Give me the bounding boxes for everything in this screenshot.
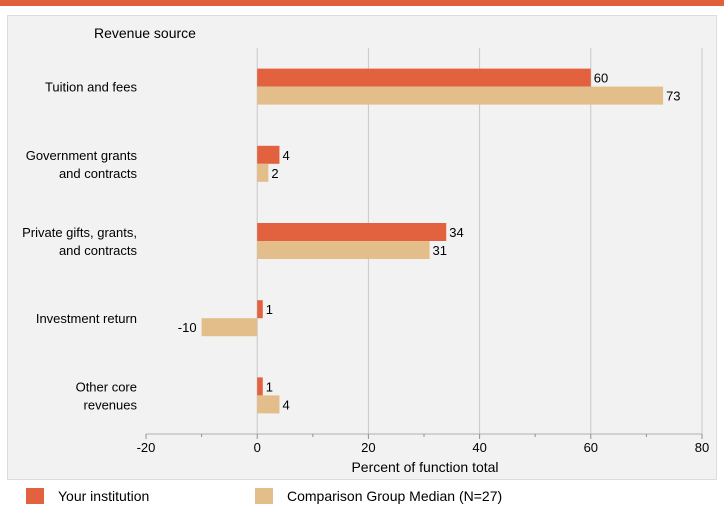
bar-value-label: 1 (266, 379, 273, 394)
bar-value-label: 34 (449, 225, 463, 240)
chart-legend: Your institution Comparison Group Median… (0, 484, 724, 510)
x-tick-label: 80 (695, 440, 709, 455)
category-label: Government grants (26, 148, 138, 163)
legend-item-your-institution: Your institution (26, 488, 149, 504)
bar-your-institution (257, 377, 263, 396)
bar-value-label: 4 (282, 148, 289, 163)
bar-your-institution (257, 223, 447, 241)
top-accent-rule (0, 0, 724, 6)
bar-your-institution (257, 145, 280, 164)
bar-chart: -20 0 20 40 60 80 Percent of function total Rev… (22, 25, 709, 475)
legend-swatch-comparison-group (255, 488, 273, 504)
category-label: and contracts (59, 166, 138, 181)
category-label: and contracts (59, 243, 138, 258)
x-tick-label: 60 (584, 440, 598, 455)
legend-label-your-institution: Your institution (58, 488, 150, 504)
legend-item-comparison-group: Comparison Group Median (N=27) (255, 488, 502, 504)
bar-value-label: 2 (271, 166, 278, 181)
bar-value-label: 73 (666, 89, 680, 104)
bar-value-label: 1 (266, 302, 273, 317)
bar-comparison-group (257, 86, 664, 105)
legend-swatch-your-institution (26, 488, 44, 504)
category-label: Tuition and fees (45, 80, 138, 95)
bar-value-label: 60 (594, 71, 608, 86)
category-label: Investment return (36, 311, 137, 326)
bar-comparison-group (257, 395, 280, 414)
legend-label-comparison-group: Comparison Group Median (N=27) (287, 488, 503, 504)
category-label: Private gifts, grants, (22, 225, 137, 240)
category-label: revenues (84, 397, 138, 412)
x-tick-label: 40 (472, 440, 486, 455)
bar-comparison-group (257, 163, 269, 182)
category-axis-title: Revenue source (94, 25, 196, 41)
x-axis-title: Percent of function total (351, 459, 498, 475)
x-tick-label: -20 (137, 440, 156, 455)
bar-value-label: 4 (282, 397, 289, 412)
bar-comparison-group (257, 241, 430, 259)
bar-comparison-group (201, 318, 258, 337)
x-tick-label: 0 (254, 440, 261, 455)
category-label: Other core (76, 379, 137, 394)
x-tick-label: 20 (361, 440, 375, 455)
bar-value-label: -10 (178, 320, 197, 335)
bar-your-institution (257, 68, 591, 87)
bar-your-institution (257, 300, 263, 319)
bar-value-label: 31 (433, 243, 447, 258)
